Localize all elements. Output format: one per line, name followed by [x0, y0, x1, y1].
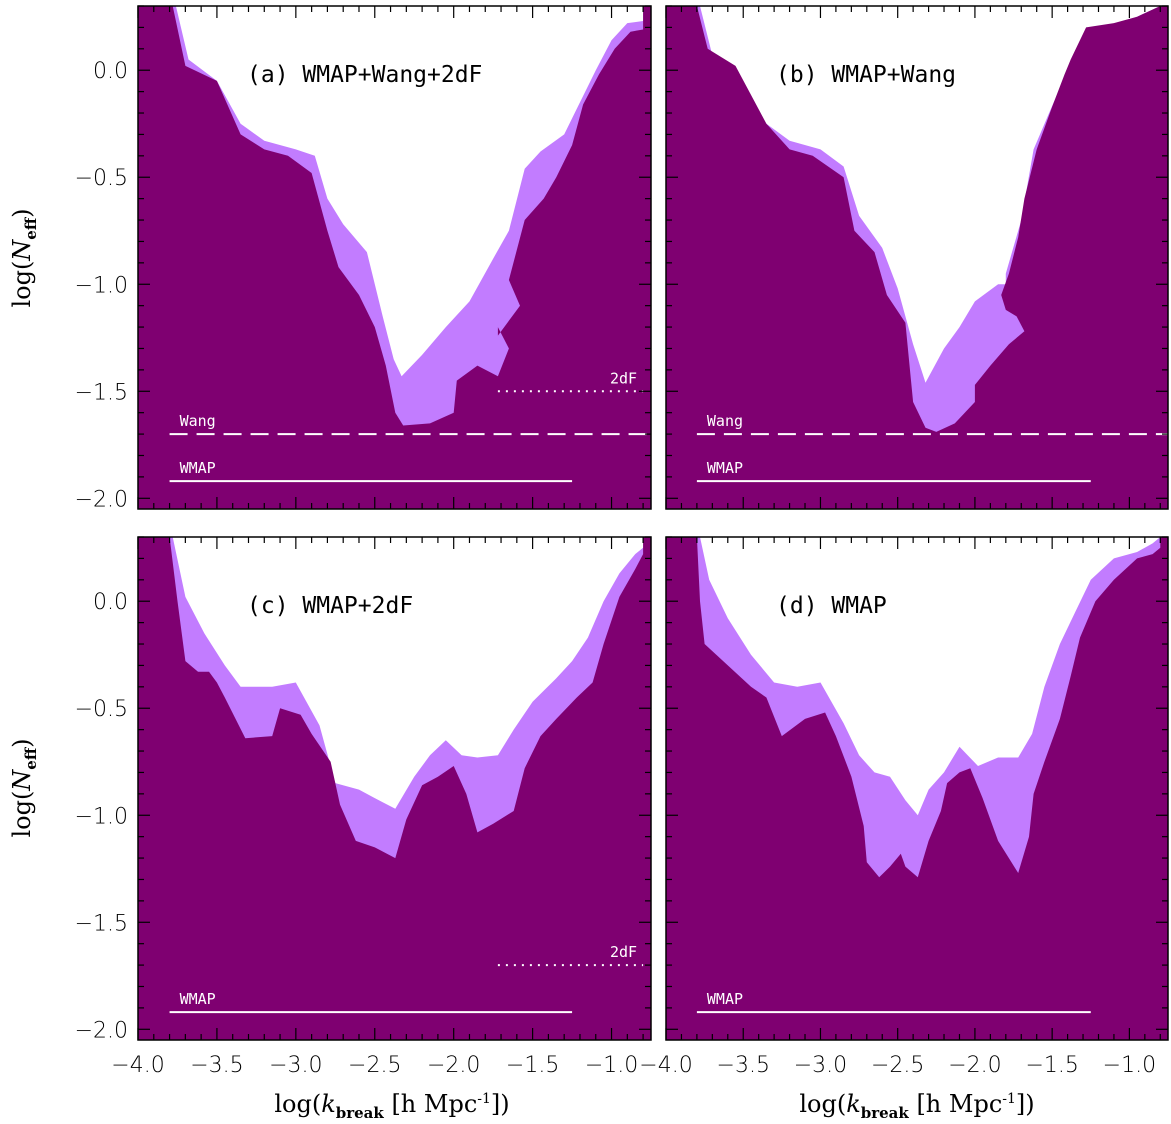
y-axis-label-bottom: log(Neff)	[8, 738, 40, 837]
reference-label-wmap-d: WMAP	[707, 990, 743, 1008]
reference-label-wang-b: Wang	[707, 412, 743, 430]
panel-c: WMAP 2dF 0.0 −0.5 −1.0 −1.5 −2.0 −4.0 −3.5 −3.0 −2…	[75, 536, 652, 1078]
x-tick-label-d: −4.0	[639, 1053, 692, 1078]
panel-title-d: (d) WMAP	[776, 593, 887, 619]
x-tick-label-c: −1.0	[585, 1053, 638, 1078]
strong-exclusion-region-b	[666, 6, 1168, 509]
reference-label-2df-a: 2dF	[610, 369, 637, 387]
strong-exclusion-region-c	[138, 537, 651, 1040]
x-axis-label-right: log(kbreak [h Mpc-1])	[799, 1090, 1034, 1122]
panel-title-a: (a) WMAP+Wang+2dF	[247, 62, 482, 88]
y-axis-label-top: log(Neff)	[8, 208, 40, 307]
plot-area-a: Wang WMAP 2dF	[138, 6, 651, 509]
x-tick-label-d: −2.0	[948, 1053, 1001, 1078]
y-tick-label-a: −1.0	[75, 273, 128, 298]
panel-frame-b	[665, 5, 1169, 510]
y-tick-label-c: −0.5	[75, 697, 128, 722]
x-axis-label-left: log(kbreak [h Mpc-1])	[274, 1090, 509, 1122]
strong-exclusion-region-d	[666, 537, 1168, 1040]
x-tick-label-c: −1.5	[506, 1053, 559, 1078]
plot-area-b: Wang WMAP	[666, 6, 1168, 509]
y-tick-label-a: −2.0	[75, 487, 128, 512]
panel-title-b: (b) WMAP+Wang	[776, 62, 956, 88]
plot-area-d: WMAP	[666, 537, 1168, 1040]
panel-d: WMAP −4.0 −3.5 −3.0 −2.5 −2.0 −1.5 −1.0 (d) WMAP	[639, 536, 1169, 1078]
y-tick-label-a: 0.0	[93, 59, 128, 84]
x-tick-label-d: −3.5	[717, 1053, 770, 1078]
panel-frame-c	[137, 536, 652, 1041]
plot-area-c: WMAP 2dF	[138, 537, 651, 1040]
x-tick-label-c: −3.5	[190, 1053, 243, 1078]
x-tick-label-c: −3.0	[269, 1053, 322, 1078]
y-tick-label-c: −1.0	[75, 804, 128, 829]
x-tick-label-d: −2.5	[871, 1053, 924, 1078]
reference-label-wmap-b: WMAP	[707, 459, 743, 477]
panel-a: Wang WMAP 2dF 0.0 −0.5 −1.0 −1.5 −2.0 (a) WMAP+W…	[75, 5, 652, 512]
strong-exclusion-region-a	[138, 6, 651, 509]
panel-frame-a	[137, 5, 652, 510]
y-tick-label-a: −1.5	[75, 380, 128, 405]
panel-title-c: (c) WMAP+2dF	[247, 593, 413, 619]
reference-label-wmap-a: WMAP	[180, 459, 216, 477]
x-tick-label-c: −2.5	[348, 1053, 401, 1078]
y-tick-label-a: −0.5	[75, 166, 128, 191]
x-tick-label-d: −1.0	[1103, 1053, 1156, 1078]
x-tick-label-d: −3.0	[794, 1053, 847, 1078]
y-tick-label-c: −2.0	[75, 1018, 128, 1043]
panel-b: Wang WMAP (b) WMAP+Wang	[665, 5, 1169, 510]
x-tick-label-c: −4.0	[111, 1053, 164, 1078]
panel-frame-d	[665, 536, 1169, 1041]
reference-label-2df-c: 2dF	[610, 943, 637, 961]
x-tick-label-d: −1.5	[1025, 1053, 1078, 1078]
reference-label-wmap-c: WMAP	[180, 990, 216, 1008]
y-tick-label-c: −1.5	[75, 911, 128, 936]
x-tick-label-c: −2.0	[427, 1053, 480, 1078]
reference-label-wang-a: Wang	[180, 412, 216, 430]
y-tick-label-c: 0.0	[93, 590, 128, 615]
